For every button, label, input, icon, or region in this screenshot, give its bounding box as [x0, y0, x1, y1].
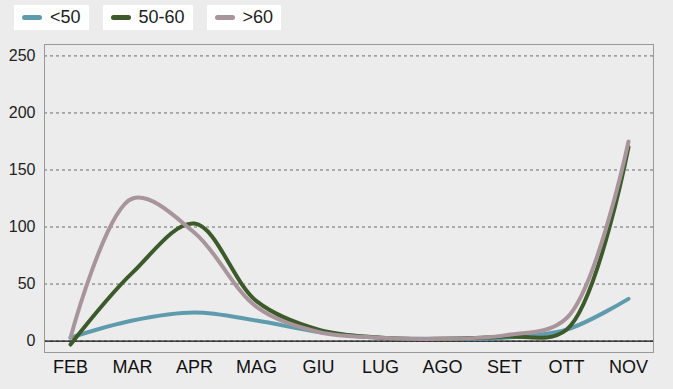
html-text:<50: <50: [50, 6, 81, 27]
svg-text:APR: APR: [176, 357, 213, 377]
svg-text:0: 0: [27, 332, 36, 349]
svg-text:50: 50: [18, 275, 36, 292]
svg-text:NOV: NOV: [609, 357, 648, 377]
html-text:50-60: 50-60: [138, 6, 185, 27]
svg-text:MAG: MAG: [236, 357, 277, 377]
svg-text:250: 250: [9, 47, 36, 64]
svg-text:MAR: MAR: [113, 357, 153, 377]
svg-text:200: 200: [9, 104, 36, 121]
svg-text:GIU: GIU: [302, 357, 334, 377]
svg-text:AGO: AGO: [422, 357, 462, 377]
html-text:>60: >60: [242, 6, 274, 27]
svg-text:OTT: OTT: [549, 357, 585, 377]
svg-text:LUG: LUG: [362, 357, 399, 377]
svg-text:SET: SET: [487, 357, 522, 377]
svg-text:150: 150: [9, 161, 36, 178]
svg-text:100: 100: [9, 218, 36, 235]
svg-text:FEB: FEB: [53, 357, 88, 377]
